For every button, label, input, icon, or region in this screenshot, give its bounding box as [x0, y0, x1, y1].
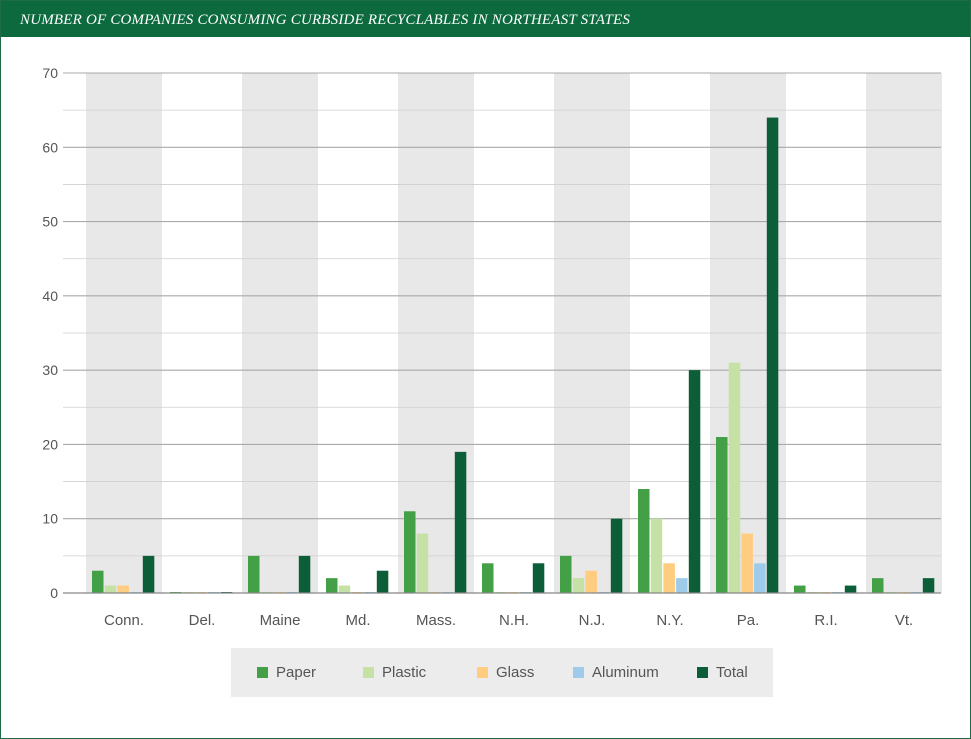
chart-header: NUMBER OF COMPANIES CONSUMING CURBSIDE R…	[1, 1, 970, 37]
bar-total	[922, 578, 935, 593]
bar-glass	[741, 533, 753, 593]
bar-paper	[92, 570, 104, 593]
bar-paper	[794, 585, 806, 593]
y-tick-label: 70	[42, 65, 58, 81]
y-tick-label: 50	[42, 214, 58, 230]
bar-paper	[248, 555, 260, 593]
chart-legend: Paper Plastic Glass Aluminum Total	[231, 648, 773, 697]
bar-total	[142, 555, 155, 593]
legend-swatch	[477, 667, 488, 678]
bar-total	[454, 451, 467, 593]
chart-title: NUMBER OF COMPANIES CONSUMING CURBSIDE R…	[20, 12, 631, 28]
y-tick-label: 0	[50, 585, 58, 601]
x-tick-label: N.H.	[499, 612, 529, 629]
x-tick-label: Pa.	[737, 612, 760, 629]
y-tick-label: 30	[42, 362, 58, 378]
x-tick-label: Md.	[345, 612, 370, 629]
legend-item-paper: Paper	[257, 648, 316, 697]
legend-swatch	[697, 667, 708, 678]
bar-total	[610, 518, 623, 593]
bar-aluminum	[676, 578, 688, 593]
bar-paper	[482, 563, 494, 593]
y-tick-label: 10	[42, 511, 58, 527]
bar-glass	[585, 570, 597, 593]
bar-glass	[117, 585, 129, 593]
bar-aluminum	[754, 563, 766, 593]
bar-paper	[872, 578, 884, 593]
bar-chart: 0 10 20 30 40 50 60 70 Conn. Del. Maine Md. Mass. N.H…	[42, 65, 942, 629]
legend-label: Plastic	[382, 664, 427, 681]
bar-paper	[560, 555, 572, 593]
bar-plastic	[572, 578, 585, 593]
legend-item-glass: Glass	[477, 648, 534, 697]
x-tick-label: Conn.	[104, 612, 144, 629]
legend-item-plastic: Plastic	[363, 648, 426, 697]
x-tick-label: R.I.	[814, 612, 837, 629]
legend-label: Aluminum	[592, 664, 659, 681]
bar-paper	[638, 489, 650, 593]
y-tick-label: 20	[42, 436, 58, 452]
x-tick-label: N.J.	[579, 612, 606, 629]
legend-label: Glass	[496, 664, 535, 681]
legend-swatch	[257, 667, 268, 678]
legend-item-total: Total	[697, 648, 748, 697]
bar-total	[298, 555, 311, 593]
legend-swatch	[363, 667, 374, 678]
bar-glass	[663, 563, 675, 593]
bar-plastic	[338, 585, 351, 593]
bar-total	[532, 563, 545, 593]
y-tick-label: 60	[42, 139, 58, 155]
bar-plastic	[728, 362, 741, 593]
legend-swatch	[573, 667, 584, 678]
x-tick-label: Maine	[260, 612, 301, 629]
bar-paper	[326, 578, 338, 593]
x-tick-label: Vt.	[895, 612, 913, 629]
bar-plastic	[416, 533, 429, 593]
legend-label: Paper	[276, 664, 317, 681]
x-tick-label: N.Y.	[656, 612, 683, 629]
legend-item-aluminum: Aluminum	[573, 648, 659, 697]
bar-plastic	[650, 518, 663, 593]
bar-total	[376, 570, 389, 593]
bar-plastic	[104, 585, 117, 593]
x-tick-label: Mass.	[416, 612, 456, 629]
y-tick-label: 40	[42, 288, 58, 304]
bar-paper	[404, 511, 416, 593]
x-tick-label: Del.	[189, 612, 216, 629]
bar-total	[766, 117, 779, 594]
bar-total	[688, 370, 701, 593]
bar-paper	[716, 437, 728, 593]
legend-label: Total	[716, 664, 748, 681]
bar-total	[844, 585, 857, 593]
